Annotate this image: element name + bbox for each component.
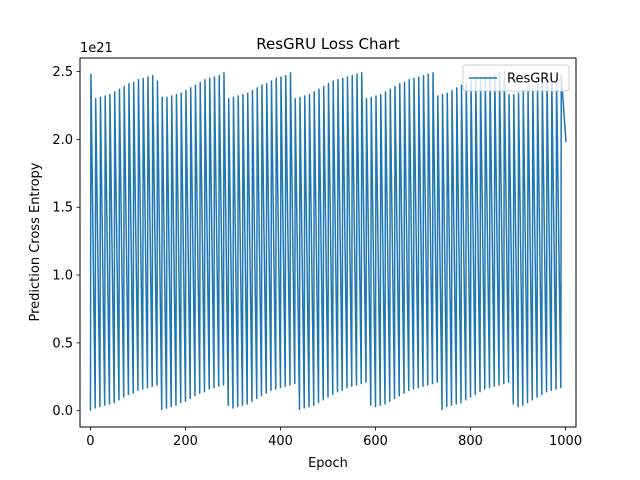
- y-tick-label: 2.0: [52, 133, 73, 148]
- y-tick-label: 1.0: [52, 269, 73, 284]
- y-tick-label: 0.5: [52, 336, 73, 351]
- x-tick-label: 200: [173, 434, 198, 449]
- y-tick-label: 2.5: [52, 65, 73, 80]
- x-tick-label: 800: [458, 434, 483, 449]
- legend-label-resgru: ResGRU: [507, 72, 559, 87]
- y-offset-text: 1e21: [80, 41, 113, 56]
- y-axis: 0.0 0.5 1.0 1.5 2.0 2.5: [52, 65, 80, 419]
- x-tick-label: 1000: [549, 434, 582, 449]
- y-axis-label: Prediction Cross Entropy: [28, 162, 43, 321]
- x-tick-label: 600: [363, 434, 388, 449]
- y-tick-label: 1.5: [52, 201, 73, 216]
- plot-frame: [79, 57, 577, 428]
- x-tick-label: 400: [268, 434, 293, 449]
- series-line-resgru: [89, 70, 567, 411]
- x-tick-label: 0: [86, 434, 94, 449]
- plot-area: [89, 70, 567, 411]
- x-axis: 0 200 400 600 800 1000: [86, 427, 582, 449]
- legend: ResGRU: [462, 64, 570, 92]
- legend-box: [462, 64, 570, 92]
- chart-title: ResGRU Loss Chart: [256, 35, 400, 53]
- y-tick-label: 0.0: [52, 404, 73, 419]
- x-axis-label: Epoch: [308, 456, 348, 471]
